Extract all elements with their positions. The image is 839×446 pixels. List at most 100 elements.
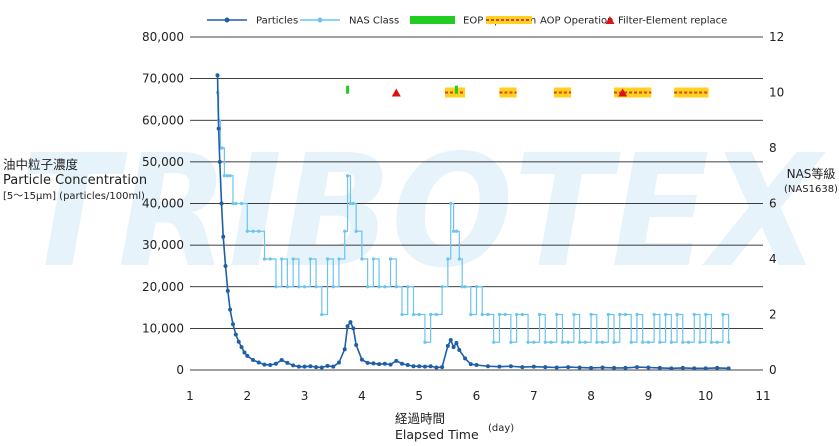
nas-point [449,201,453,206]
particles-point [325,363,330,368]
nas-point [291,257,295,261]
nas-point [280,257,284,261]
particles-point [365,360,370,365]
x-tick-label: 7 [530,389,538,403]
x-tick-label: 6 [473,389,481,403]
x-tick-label: 9 [645,389,653,403]
nas-point [543,340,547,344]
particles-point [394,358,399,363]
nas-point [532,340,536,344]
particles-point [233,332,238,337]
nas-point [727,340,731,344]
particles-point [474,363,479,368]
y-left-label-ja: 油中粒子濃度 [3,157,79,172]
particles-point [216,126,221,131]
particles-point [566,365,571,370]
aop-period-bar [553,87,572,98]
particles-point [319,365,324,370]
nas-point [394,285,398,289]
particles-point [445,343,450,348]
nas-point [652,312,656,317]
nas-point [360,257,364,261]
nas-point [354,229,358,233]
particles-point [497,364,502,369]
particles-point [228,307,233,312]
x-label: 経過時間 Elapsed Time [395,411,479,443]
particles-point [463,356,468,361]
particles-point [302,364,307,369]
nas-point [692,312,696,317]
y-right-tick-label: 10 [769,86,784,100]
nas-point [566,340,570,344]
nas-point [228,174,232,178]
nas-series [215,90,731,344]
nas-point [549,340,553,344]
particles-point [268,363,273,368]
watermark: TRIBOTEX [20,121,826,302]
nas-point [285,285,290,289]
nas-point [515,312,519,317]
aop-periods [444,87,709,98]
particles-point [448,338,453,343]
eop-marker [346,85,350,94]
nas-point [629,340,633,344]
legend-label-filter: Filter-Element replace [618,16,727,27]
nas-point [345,174,350,178]
nas-point [434,312,438,317]
particles-point [351,326,356,331]
nas-point [234,201,238,206]
nas-point [681,340,685,344]
nas-point [337,257,341,261]
nas-point [411,312,416,317]
nas-point [509,340,513,344]
nas-point [297,285,301,289]
y-left-tick-label: 70,000 [142,72,184,86]
particles-point [440,365,445,370]
legend-eop-swatch [410,16,455,24]
nas-point [721,312,725,317]
nas-point [308,257,312,261]
y-right-tick-label: 12 [769,30,784,44]
nas-point [383,285,387,289]
nas-point [663,312,668,317]
particles-point [543,365,548,370]
particles-point [422,364,427,369]
nas-point [225,174,229,178]
particles-point [417,364,422,369]
particles-point [388,362,393,367]
x-tick-label: 8 [587,389,595,403]
particles-point [692,366,697,371]
particles-point [680,365,685,370]
nas-point [274,285,278,289]
x-tick-label: 10 [698,389,713,403]
x-tick-label: 4 [358,389,366,403]
nas-point [469,312,473,317]
particles-point [336,360,341,365]
x-tick-label: 2 [243,389,251,403]
nas-point [314,285,318,289]
nas-point [257,229,261,233]
y-left-tick-label: 80,000 [142,30,184,44]
y-right-tick-label: 6 [769,197,777,211]
particles-point [657,365,662,370]
x-tick-label: 1 [186,389,194,403]
y-left-label: 油中粒子濃度 Particle Concentration [5～15μm] (… [3,157,147,205]
particles-point [239,345,244,350]
particles-point [554,365,559,370]
nas-point [686,340,691,344]
particles-point [600,365,605,370]
particles-point [296,364,301,369]
nas-point [715,340,719,344]
particles-point [646,365,651,370]
nas-point [526,340,530,344]
nas-point [457,257,461,261]
y-right-tick-label: 4 [769,252,777,266]
nas-point [537,312,542,317]
particles-point [314,365,319,370]
nas-point [709,340,714,344]
nas-point [555,312,559,317]
nas-point [245,229,249,233]
particles-point [411,364,416,369]
nas-point [377,285,381,289]
nas-point [231,201,235,206]
